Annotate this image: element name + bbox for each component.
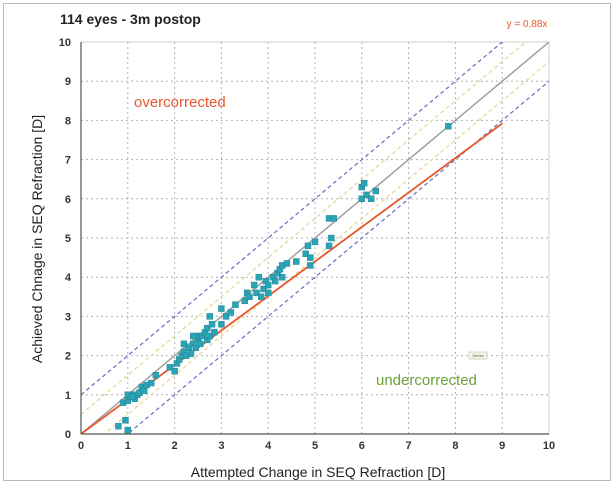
data-point (140, 387, 148, 395)
data-point (115, 422, 122, 430)
y-tick-label: 8 (65, 115, 71, 127)
y-tick-label: 0 (65, 429, 71, 441)
axes (80, 42, 549, 435)
y-tick-label: 10 (59, 37, 71, 49)
y-tick-label: 6 (65, 194, 71, 206)
y-tick-label: 1 (65, 390, 71, 402)
data-point (257, 293, 265, 300)
y-tick-label: 3 (65, 311, 71, 323)
data-point (253, 289, 260, 297)
data-point (283, 260, 291, 267)
data-point (302, 250, 309, 257)
x-tick-label: 10 (543, 440, 555, 452)
x-tick-label: 9 (499, 440, 505, 452)
data-point (232, 301, 239, 308)
data-point (218, 305, 225, 312)
x-tick-label: 2 (172, 440, 178, 452)
data-point (367, 195, 375, 203)
data-point (279, 274, 286, 281)
data-point (293, 258, 300, 265)
y-tick-label: 4 (65, 272, 72, 284)
y-tick-label: 5 (65, 233, 71, 245)
data-point (304, 242, 312, 250)
overcorrected-label: overcorrected (134, 94, 226, 111)
data-point (206, 332, 213, 340)
data-point (122, 417, 129, 424)
data-point (325, 242, 333, 250)
x-tick-label: 4 (265, 440, 272, 452)
data-point (222, 313, 230, 320)
undercorrected-label: undercorrected (376, 372, 477, 389)
x-tick-label: 1 (125, 440, 131, 452)
data-point (204, 324, 211, 332)
data-point (330, 215, 337, 222)
y-tick-label: 2 (65, 351, 71, 363)
data-points (115, 123, 452, 434)
data-point (192, 344, 199, 351)
data-point (358, 195, 365, 203)
data-point (363, 191, 370, 199)
x-axis-title: Attempted Change in SEQ Refraction [D] (191, 464, 445, 480)
data-point (307, 262, 314, 269)
data-point (187, 350, 195, 357)
data-point (250, 281, 258, 289)
x-tick-label: 3 (218, 440, 224, 452)
data-point (218, 321, 225, 328)
data-point (208, 321, 216, 328)
data-point (445, 123, 452, 130)
mini-legend-label: Series (472, 353, 483, 358)
identity-line (81, 42, 549, 434)
reference-line-offset (103, 61, 549, 434)
data-point (197, 340, 204, 348)
data-point (372, 187, 380, 195)
x-tick-label: 6 (359, 440, 365, 452)
x-tick-label: 7 (406, 440, 412, 452)
x-tick-label: 8 (452, 440, 458, 452)
mini-legend-box (468, 351, 488, 360)
data-point (241, 297, 249, 304)
x-tick-labels: 0 1 2 3 4 5 6 7 8 9 10 (78, 440, 555, 452)
data-point (260, 285, 267, 293)
data-point (227, 309, 234, 316)
data-point (171, 368, 178, 375)
x-tick-label: 5 (312, 440, 318, 452)
data-point (147, 379, 155, 387)
data-point (265, 281, 272, 289)
data-point (265, 289, 272, 297)
data-point (180, 340, 188, 348)
scatter-chart: 0 1 2 3 4 5 6 7 8 9 10 0 1 2 3 4 5 6 7 8 9 10 114 eyes - 3m … (29, 11, 555, 480)
data-point (246, 293, 253, 300)
fit-equation-label: y = 0,88x (507, 19, 548, 30)
reference-line-offset (81, 42, 527, 415)
y-tick-labels: 0 1 2 3 4 5 6 7 8 9 10 (59, 37, 72, 441)
data-point (360, 179, 368, 187)
data-point (307, 254, 314, 261)
chart-title: 114 eyes - 3m postop (60, 11, 201, 27)
data-point (129, 393, 136, 400)
data-point (152, 372, 160, 379)
data-point (124, 426, 132, 434)
chart-panel: 0 1 2 3 4 5 6 7 8 9 10 0 1 2 3 4 5 6 7 8 9 10 114 eyes - 3m … (3, 3, 611, 481)
data-point (206, 313, 213, 320)
reference-line-offset (81, 42, 504, 396)
data-point (255, 274, 263, 281)
x-tick-label: 0 (78, 440, 84, 452)
data-point (328, 234, 335, 242)
data-point (190, 332, 197, 340)
y-tick-label: 9 (65, 76, 71, 88)
data-point (311, 238, 319, 246)
reference-line-offset (126, 80, 549, 434)
y-axis-title: Achieved Chnage in SEQ Refraction [D] (29, 115, 45, 363)
data-point (272, 277, 279, 285)
y-tick-label: 7 (65, 155, 71, 167)
data-point (211, 328, 218, 336)
data-point (166, 364, 174, 371)
